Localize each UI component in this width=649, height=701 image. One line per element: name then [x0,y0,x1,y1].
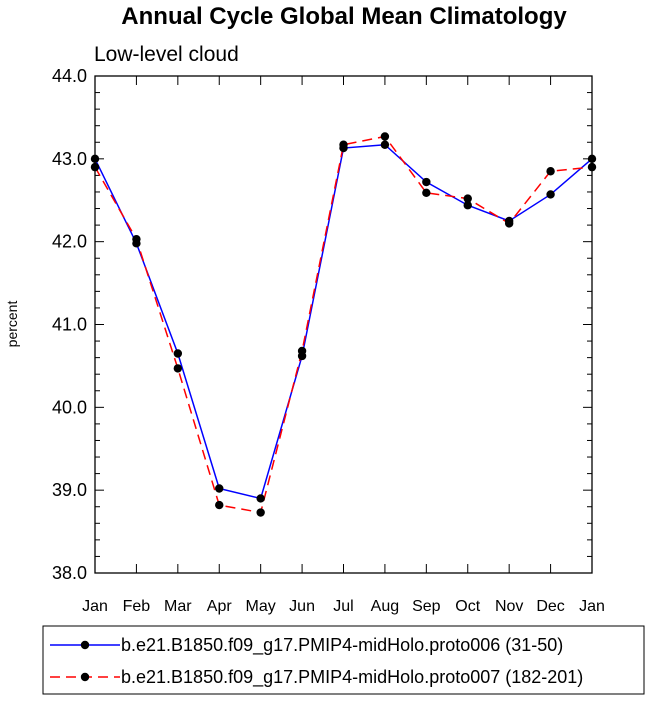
series-line-1 [94,143,593,500]
data-point-series-2 [546,167,555,176]
y-tick-labels: 38.0 39.0 40.0 41.0 42.0 43.0 44.0 [52,66,87,583]
data-point-series-1 [173,349,183,358]
axis-ticks [94,75,593,574]
legend-marker-series-1 [80,640,90,650]
y-tick-label: 44.0 [52,66,87,86]
x-tick-label: Dec [536,598,564,615]
data-point-series-2 [380,132,390,141]
y-tick-label: 43.0 [52,149,87,169]
data-point-series-2 [587,162,597,172]
x-tick-label: Jul [333,598,353,615]
x-tick-label: Aug [371,598,399,615]
series-layer [90,132,597,517]
data-point-series-2 [256,508,265,517]
data-point-series-2 [422,188,431,197]
y-axis-label: percent [4,301,20,348]
x-tick-label: Oct [455,598,480,615]
x-tick-label: May [246,598,276,615]
data-point-series-2 [173,364,183,373]
data-point-series-2 [504,219,514,228]
y-tick-label: 42.0 [52,232,87,252]
x-tick-label: Apr [207,598,233,615]
data-point-series-2 [132,234,141,244]
data-point-series-1 [546,190,555,199]
y-tick-label: 41.0 [52,315,87,335]
x-tick-label: Jun [289,598,315,615]
data-point-series-2 [339,140,348,149]
data-point-series-1 [422,177,431,187]
data-point-series-2 [297,346,307,356]
legend-marker-series-2 [80,672,90,682]
data-point-series-2 [90,162,100,172]
x-tick-label: Nov [495,598,523,615]
data-point-series-2 [215,500,224,510]
x-tick-labels: Jan Feb Mar Apr May Jun Jul Aug Sep Oct Nov Dec Jan [82,598,605,615]
series-line-2 [94,135,593,514]
y-tick-label: 40.0 [52,397,87,417]
chart-subtitle: Low-level cloud [94,43,239,66]
legend: b.e21.B1850.f09_g17.PMIP4-midHolo.proto0… [42,625,645,695]
x-tick-label: Feb [123,598,151,615]
data-point-series-1 [90,154,100,164]
x-tick-label: Jan [82,598,108,615]
x-tick-label: Mar [164,598,192,615]
y-tick-label: 39.0 [52,480,87,500]
data-point-series-1 [256,494,265,503]
x-tick-label: Sep [412,598,441,615]
x-tick-label: Jan [579,598,605,615]
chart-title: Annual Cycle Global Mean Climatology [121,3,567,30]
legend-label-series-2: b.e21.B1850.f09_g17.PMIP4-midHolo.proto0… [121,667,583,688]
data-point-series-1 [463,201,472,210]
data-point-series-1 [587,154,597,164]
data-point-series-1 [215,484,224,493]
y-tick-label: 38.0 [52,563,87,583]
data-point-series-1 [380,140,390,149]
legend-box [42,625,645,695]
legend-label-series-1: b.e21.B1850.f09_g17.PMIP4-midHolo.proto0… [121,635,563,656]
data-point-series-2 [463,194,472,203]
